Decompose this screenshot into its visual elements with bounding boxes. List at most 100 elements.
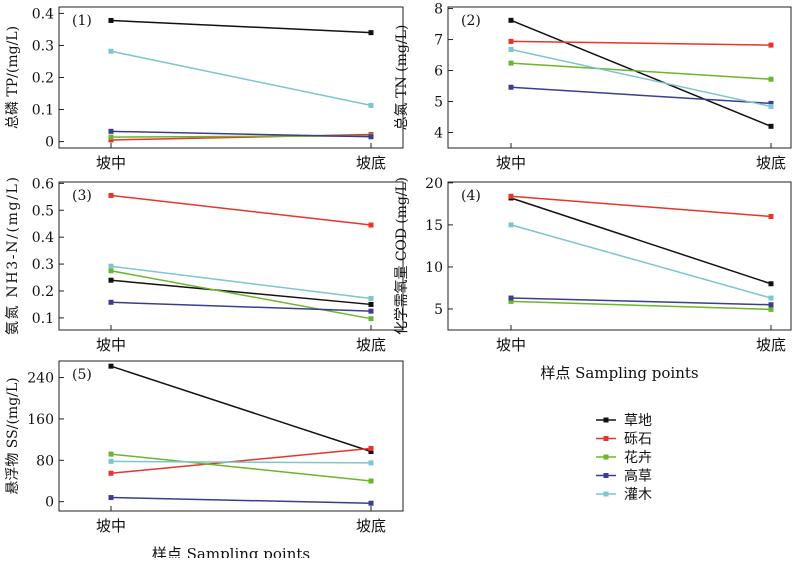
data-point [508, 298, 514, 304]
series-line [510, 40, 772, 46]
y-tick-label: 6 [434, 64, 443, 80]
data-point [368, 30, 374, 36]
series-高草 [508, 84, 774, 106]
panel-label: (5) [72, 367, 92, 383]
plot-frame [58, 360, 404, 512]
data-point [108, 470, 114, 476]
panel-label: (4) [461, 188, 481, 204]
series-草地 [108, 17, 374, 36]
y-tick-label: 0.4 [32, 230, 54, 246]
data-point [368, 308, 374, 314]
y-tick-label: 0.2 [32, 284, 54, 300]
y-axis-label: 总磷 TP/(mg/L) [5, 26, 21, 129]
series-高草 [508, 295, 774, 308]
data-point [768, 281, 774, 287]
series-line [110, 279, 372, 306]
x-tick-label: 坡中 [96, 336, 126, 354]
series-草地 [508, 17, 774, 129]
series-草地 [108, 363, 374, 455]
data-point [368, 316, 374, 322]
legend-item: 高草 [596, 468, 652, 485]
series-line [510, 62, 772, 80]
data-point [368, 102, 374, 108]
series-line [510, 48, 772, 108]
data-point [108, 137, 114, 143]
data-point [508, 84, 514, 90]
data-point [768, 42, 774, 48]
data-point [508, 193, 514, 199]
y-tick-label: 240 [27, 371, 54, 387]
legend-label: 砾石 [624, 432, 652, 448]
data-point [768, 123, 774, 129]
x-tick-label: 坡底 [756, 154, 786, 172]
y-tick-label: 20 [425, 176, 443, 192]
data-point [108, 458, 114, 464]
y-tick-label: 0.3 [32, 257, 54, 273]
series-高草 [108, 495, 374, 506]
series-line [110, 50, 372, 107]
legend-label: 草地 [624, 413, 652, 429]
y-axis-label: 氨氮 NH3-N/(mg/L) [5, 177, 21, 335]
y-tick-label: 10 [425, 260, 443, 276]
legend-label: 灌木 [624, 487, 652, 503]
series-砾石 [108, 192, 374, 228]
y-tick-label: 0.2 [32, 71, 54, 87]
x-tick-label: 坡中 [496, 336, 526, 354]
series-花卉 [108, 268, 374, 322]
plot-frame [58, 6, 404, 149]
data-point [368, 500, 374, 506]
x-tick-label: 坡中 [96, 154, 126, 172]
legend-marker [603, 417, 609, 423]
data-point [108, 277, 114, 283]
y-tick-label: 160 [27, 412, 54, 428]
series-line [110, 447, 372, 474]
data-point [108, 192, 114, 198]
y-tick-label: 0.4 [32, 6, 54, 22]
legend-marker [603, 491, 609, 497]
series-line [510, 86, 772, 105]
series-灌木 [108, 263, 374, 302]
series-line [510, 297, 772, 306]
y-tick-label: 0.6 [32, 176, 54, 192]
legend-item: 草地 [596, 413, 652, 429]
y-tick-label: 7 [434, 33, 443, 49]
series-砾石 [108, 445, 374, 476]
series-草地 [508, 195, 774, 287]
panel-label: (3) [72, 188, 92, 204]
y-tick-label: 80 [36, 453, 54, 469]
x-tick-label: 坡底 [356, 517, 386, 535]
y-tick-label: 0 [45, 135, 54, 151]
x-tick-label: 坡中 [96, 517, 126, 535]
series-line [110, 365, 372, 453]
data-point [368, 134, 374, 140]
data-point [768, 76, 774, 82]
series-高草 [108, 299, 374, 314]
series-灌木 [508, 222, 774, 301]
x-axis-label: 样点 Sampling points [540, 364, 698, 382]
legend-marker [603, 436, 609, 441]
series-灌木 [508, 46, 774, 109]
series-灌木 [108, 48, 374, 108]
data-point [108, 17, 114, 23]
series-line [110, 460, 372, 464]
data-point [368, 296, 374, 302]
data-point [108, 128, 114, 134]
series-line [110, 301, 372, 312]
y-tick-label: 0.5 [32, 203, 54, 219]
legend-label: 高草 [624, 468, 652, 485]
data-point [368, 301, 374, 307]
data-point [508, 38, 514, 44]
series-line [110, 265, 372, 300]
series-高草 [108, 128, 374, 140]
series-花卉 [108, 451, 374, 484]
data-point [508, 295, 514, 301]
series-灌木 [108, 458, 374, 466]
y-tick-label: 5 [434, 95, 443, 111]
data-point [108, 299, 114, 305]
series-砾石 [508, 38, 774, 48]
data-point [768, 103, 774, 109]
series-花卉 [508, 60, 774, 82]
y-axis-label: 总氮 TN (mg/L) [394, 25, 410, 131]
y-tick-label: 8 [434, 2, 443, 18]
